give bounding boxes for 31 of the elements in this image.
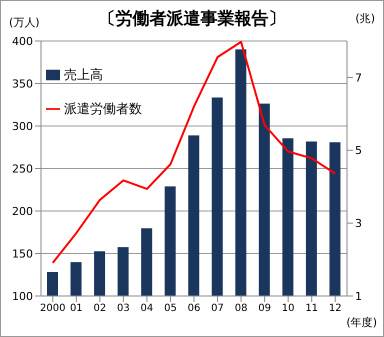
x-tick-label: 07 — [211, 303, 224, 314]
legend-label: 売上高 — [64, 68, 103, 83]
chart-title: 〔労働者派遣事業報告〕 — [98, 9, 286, 29]
x-tick-label: 12 — [328, 303, 342, 314]
x-tick-label: 09 — [258, 303, 271, 314]
x-tick-label: 11 — [305, 303, 318, 314]
y2-tick-label: 3 — [355, 217, 362, 230]
y2-axis-title: (兆) — [355, 11, 375, 26]
x-tick-label: 2000 — [40, 303, 66, 314]
x-tick-label: 10 — [282, 303, 295, 314]
y-tick-label: 200 — [12, 204, 33, 218]
y-tick-label: 100 — [12, 290, 33, 303]
y-tick-label: 300 — [12, 120, 33, 133]
y-tick-label: 400 — [12, 34, 33, 48]
y-axis-title: (万人) — [9, 15, 40, 30]
y-tick-label: 350 — [12, 77, 33, 90]
legend-label: 派遣労働者数 — [64, 102, 142, 117]
x-tick-label: 06 — [188, 303, 200, 314]
y2-tick-label: 7 — [355, 71, 362, 84]
y-tick-label: 250 — [12, 162, 33, 176]
x-tick-label: 01 — [70, 303, 83, 314]
line-series — [52, 41, 336, 264]
x-tick-label: 04 — [140, 303, 154, 314]
y-tick-label: 150 — [12, 247, 33, 260]
y2-tick-label: 5 — [355, 144, 362, 158]
y2-tick-label: 1 — [355, 290, 362, 303]
x-tick-label: 08 — [234, 303, 248, 314]
x-tick-label: 03 — [117, 303, 130, 314]
x-axis-title: (年度) — [346, 315, 377, 330]
x-tick-label: 02 — [93, 303, 106, 314]
x-tick-label: 05 — [164, 303, 177, 314]
